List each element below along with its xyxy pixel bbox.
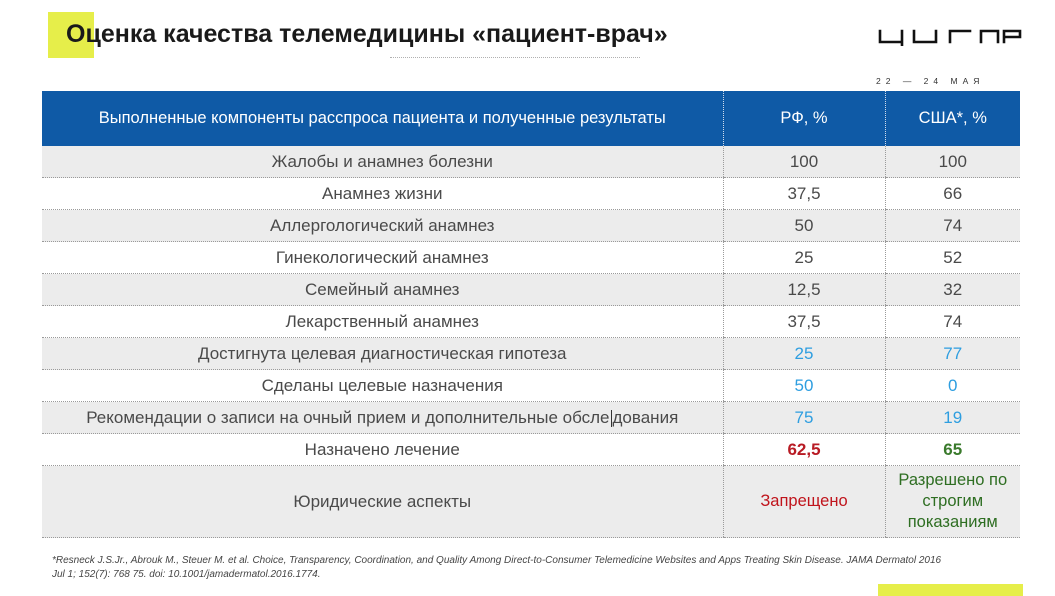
footnote-line-1: *Resneck J.S.Jr., Abrouk M., Steuer M. e… [52,555,942,566]
usa-value: 77 [884,337,1020,370]
usa-value: 65 [884,433,1020,466]
table-header-row: Выполненные компоненты расспроса пациент… [42,91,1020,146]
table-row: Анамнез жизни 37,5 66 [42,177,1020,210]
row-label: Аллергологический анамнез [42,209,723,242]
table-row: Сделаны целевые назначения 50 0 [42,369,1020,402]
row-label: Гинекологический анамнез [42,241,723,274]
table-row: Аллергологический анамнез 50 74 [42,209,1020,242]
rf-value: 62,5 [722,433,885,466]
table-row: Жалобы и анамнез болезни 100 100 [42,146,1020,178]
row-label: Сделаны целевые назначения [42,369,723,402]
row-label-part-1: Рекомендации о записи на очный прием и д… [86,407,610,427]
page-title: Оценка качества телемедицины «пациент-вр… [66,20,668,48]
row-label-part-2: дования [612,407,679,427]
rf-value: Запрещено [722,465,885,538]
logo [878,28,1022,51]
table-row: Лекарственный анамнез 37,5 74 [42,305,1020,338]
usa-value: 100 [884,146,1020,178]
usa-value-line-1: Разрешено по [898,471,1008,489]
rf-value: 50 [722,369,885,402]
row-label: Достигнута целевая диагностическая гипот… [42,337,723,370]
usa-value: 19 [884,401,1020,434]
row-label: Назначено лечение [42,433,723,466]
footnote: *Resneck J.S.Jr., Abrouk M., Steuer M. e… [52,554,1002,582]
row-label: Жалобы и анамнез болезни [42,146,723,178]
usa-value-line-3: показаниям [907,513,998,531]
table-row: Семейный анамнез 12,5 32 [42,273,1020,306]
row-label: Рекомендации о записи на очный прием и д… [42,401,723,434]
accent-bar-bottom [878,584,1023,596]
table-row: Юридические аспекты Запрещено Разрешено … [42,465,1020,538]
rf-value: 50 [722,209,885,242]
table-row: Гинекологический анамнез 25 52 [42,241,1020,274]
row-label: Анамнез жизни [42,177,723,210]
usa-value: 0 [884,369,1020,402]
column-header-rf: РФ, % [722,91,885,146]
usa-value-line-2: строгим [922,492,984,510]
logo-mark [878,29,1022,47]
usa-value: 32 [884,273,1020,306]
column-header-usa: США*, % [884,91,1020,146]
title-divider [390,57,640,58]
footnote-line-2: Jul 1; 152(7): 768 75. doi: 10.1001/jama… [52,569,321,580]
column-header-components: Выполненные компоненты расспроса пациент… [42,91,723,146]
rf-value: 75 [722,401,885,434]
row-label: Семейный анамнез [42,273,723,306]
row-label: Лекарственный анамнез [42,305,723,338]
rf-value: 37,5 [722,177,885,210]
rf-value: 100 [722,146,885,178]
rf-value: 25 [722,337,885,370]
usa-value: 52 [884,241,1020,274]
table-row: Рекомендации о записи на очный прием и д… [42,401,1020,434]
text-cursor [610,409,612,427]
usa-value: Разрешено по строгим показаниям [884,465,1020,538]
table-row: Достигнута целевая диагностическая гипот… [42,337,1020,370]
accent-square-top [48,12,94,58]
usa-value: 74 [884,209,1020,242]
results-table: Выполненные компоненты расспроса пациент… [42,91,1020,538]
rf-value: 12,5 [722,273,885,306]
usa-value: 66 [884,177,1020,210]
row-label: Юридические аспекты [42,465,723,538]
rf-value: 25 [722,241,885,274]
event-date: 22 — 24 МАЯ [876,76,985,86]
rf-value: 37,5 [722,305,885,338]
usa-value: 74 [884,305,1020,338]
table-row: Назначено лечение 62,5 65 [42,433,1020,466]
